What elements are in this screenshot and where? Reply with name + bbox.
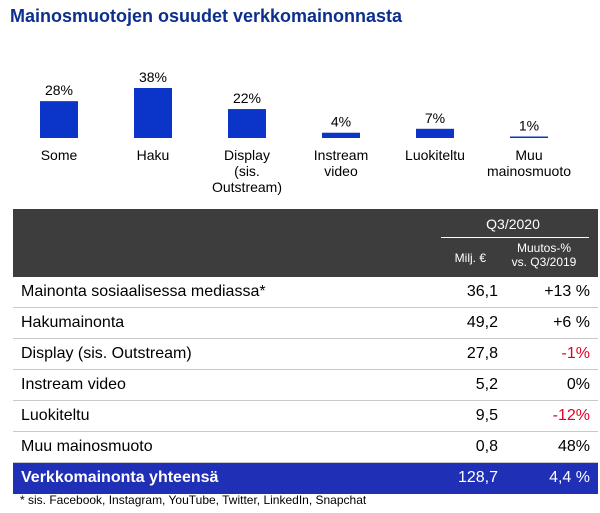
row-change: -12% [552,407,590,424]
total-row: Verkkomainonta yhteensä 128,7 4,4 % [13,463,598,494]
bar-chart: 28% Some 38% Haku 22% Display(sis.Outstream) 4… [40,69,571,195]
table-row: Mainonta sosiaalisessa mediassa* 36,1 +13 … [13,277,598,308]
category-label: (sis. [234,163,260,179]
row-change: 0% [566,376,590,393]
row-value: 9,5 [475,407,498,424]
total-change: 4,4 % [549,469,590,486]
table-body: Mainonta sosiaalisessa mediassa* 36,1 +13 … [13,277,598,463]
bar-value-label: 38% [139,69,167,85]
footnote: * sis. Facebook, Instagram, YouTube, Twi… [20,493,367,507]
period-label: Q3/2020 [486,216,540,232]
category-label: Some [41,147,78,163]
category-label: Instream [314,147,368,163]
category-label: Haku [137,147,170,163]
bar-value-label: 4% [331,114,351,130]
bar [134,88,172,138]
category-label: Outstream) [212,179,282,195]
table-row: Muu mainosmuoto 0,8 48% [13,432,598,463]
bar-value-label: 7% [425,110,445,126]
category-label: Muu [515,147,542,163]
row-change: 48% [557,438,590,455]
table-row: Display (sis. Outstream) 27,8 -1% [13,339,598,370]
bar-value-label: 22% [233,90,261,106]
bar [510,136,548,138]
row-value: 36,1 [466,283,498,300]
row-label: Instream video [21,376,126,393]
row-label: Hakumainonta [21,314,125,331]
chart-title: Mainosmuotojen osuudet verkkomainonnasta [10,6,403,26]
row-value: 49,2 [466,314,498,331]
total-label: Verkkomainonta yhteensä [21,469,219,486]
data-table: Q3/2020 Milj. € Muutos-% vs. Q3/2019 Mai… [13,209,598,494]
col-header-change-line2: vs. Q3/2019 [511,255,577,269]
total-value: 128,7 [457,469,498,486]
row-value: 5,2 [475,376,498,393]
table-header: Q3/2020 Milj. € Muutos-% vs. Q3/2019 [13,209,598,277]
table-row: Instream video 5,2 0% [13,370,598,401]
bar [40,101,78,138]
row-label: Mainonta sosiaalisessa mediassa* [21,283,266,300]
category-label: mainosmuoto [487,163,571,179]
category-label: Display [224,147,270,163]
col-header-value: Milj. € [454,251,486,265]
col-header-change-line1: Muutos-% [516,241,572,255]
row-label: Luokiteltu [21,407,90,424]
period-underline [441,237,589,238]
table-row: Luokiteltu 9,5 -12% [13,401,598,432]
row-change: +6 % [553,314,590,331]
row-change: -1% [561,345,590,362]
row-change: +13 % [544,283,590,300]
bar [416,128,454,138]
bar [228,109,266,138]
bar-value-label: 28% [45,82,73,98]
row-label: Display (sis. Outstream) [21,345,192,362]
table-row: Hakumainonta 49,2 +6 % [13,308,598,339]
bar [322,132,360,138]
category-label: Luokiteltu [405,147,465,163]
row-value: 0,8 [475,438,498,455]
category-label: video [324,163,358,179]
col-header-change: Muutos-% vs. Q3/2019 [501,241,587,269]
bar-value-label: 1% [519,118,539,134]
row-value: 27,8 [466,345,498,362]
row-label: Muu mainosmuoto [21,438,153,455]
